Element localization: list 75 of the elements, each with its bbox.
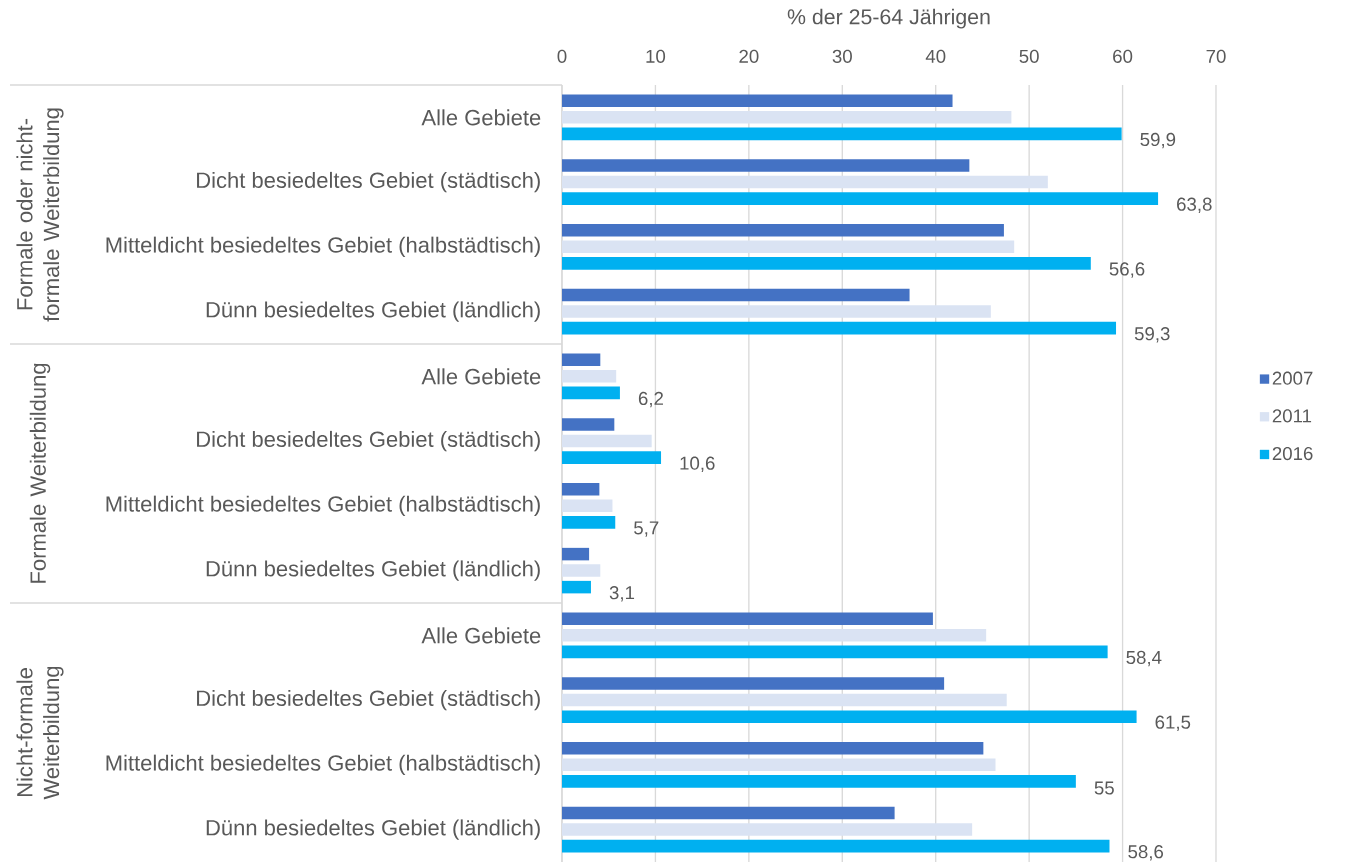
bar	[562, 580, 591, 594]
bar	[562, 353, 601, 367]
bar	[562, 434, 652, 448]
text: Formale Weiterbildung	[29, 363, 51, 583]
y-tick-label: Mitteldicht besiedeltes Gebiet (halbstädtisch)	[106, 495, 540, 517]
bar	[562, 159, 970, 172]
data-label: 59,3	[1134, 327, 1170, 343]
bar	[562, 677, 945, 690]
data-label: 10,6	[680, 456, 715, 472]
bar	[562, 288, 910, 302]
bar	[562, 823, 973, 836]
bar	[562, 305, 991, 318]
x-tick-label: 20	[739, 49, 759, 63]
bar	[562, 321, 1117, 335]
x-tick-label: 60	[1113, 49, 1133, 63]
y-tick-label: Dicht besiedeltes Gebiet (städtisch)	[197, 430, 540, 452]
bar	[562, 370, 617, 383]
bar	[562, 451, 662, 464]
legend-label: 2007	[1272, 371, 1313, 385]
bar	[562, 516, 616, 529]
bar	[562, 742, 984, 755]
x-tick-label: 30	[832, 49, 852, 63]
data-label: 58,6	[1128, 845, 1164, 861]
y-tick-label: Alle Gebiete	[421, 109, 541, 126]
bar	[562, 564, 601, 577]
y-tick-label: Dicht besiedeltes Gebiet (städtisch)	[197, 171, 540, 193]
data-label: 5,7	[634, 521, 659, 537]
y-tick-label: Alle Gebiete	[421, 627, 541, 644]
y-tick-label: Mitteldicht besiedeltes Gebiet (halbstädtisch)	[106, 236, 540, 258]
bar	[562, 175, 1048, 189]
bar	[562, 127, 1122, 141]
bar	[562, 693, 1007, 707]
y-tick-label: Dünn besiedeltes Gebiet (ländlich)	[206, 819, 540, 840]
bar	[562, 710, 1137, 723]
legend-label: 2016	[1272, 446, 1313, 461]
bar	[562, 839, 1110, 853]
data-label: 3,1	[609, 586, 635, 602]
text: Formale oder nicht-formale Weiterbildung	[16, 108, 64, 322]
x-axis-title: % der 25-64 Jährigen	[787, 8, 990, 29]
data-label: 55	[1094, 781, 1114, 795]
bar	[562, 224, 1004, 237]
bar	[562, 775, 1076, 788]
x-tick-label: 0	[557, 49, 567, 63]
y-tick-label: Alle Gebiete	[421, 368, 541, 385]
bar	[562, 499, 613, 513]
bar	[562, 612, 933, 626]
data-label: 63,8	[1177, 197, 1212, 213]
data-label: 61,5	[1155, 715, 1191, 731]
x-tick-label: 70	[1206, 49, 1226, 63]
data-label: 6,2	[638, 391, 663, 408]
bar	[562, 645, 1108, 659]
bar	[562, 758, 996, 772]
y-tick-label: Dünn besiedeltes Gebiet (ländlich)	[206, 301, 540, 322]
data-label: 59,9	[1140, 132, 1176, 149]
bar	[562, 257, 1091, 270]
data-label: 56,6	[1109, 262, 1145, 278]
bar	[562, 94, 953, 108]
bar	[562, 806, 895, 820]
bar	[562, 192, 1159, 205]
y-tick-label: Mitteldicht besiedeltes Gebiet (halbstädtisch)	[106, 754, 540, 776]
bar	[562, 386, 620, 400]
bar	[562, 629, 987, 642]
y-tick-label: Dicht besiedeltes Gebiet (städtisch)	[197, 689, 540, 711]
text: Nicht-formale Weiterbildung	[16, 666, 64, 800]
legend-label: 2011	[1272, 409, 1312, 423]
bar	[562, 418, 615, 431]
y-tick-label: Dünn besiedeltes Gebiet (ländlich)	[206, 560, 540, 581]
x-tick-label: 10	[646, 49, 666, 63]
data-label: 58,4	[1126, 650, 1162, 667]
x-tick-label: 50	[1019, 49, 1039, 63]
x-tick-label: 40	[925, 49, 946, 63]
bar	[562, 111, 1012, 124]
bar	[562, 547, 590, 561]
bar	[562, 483, 600, 496]
bar	[562, 240, 1015, 254]
